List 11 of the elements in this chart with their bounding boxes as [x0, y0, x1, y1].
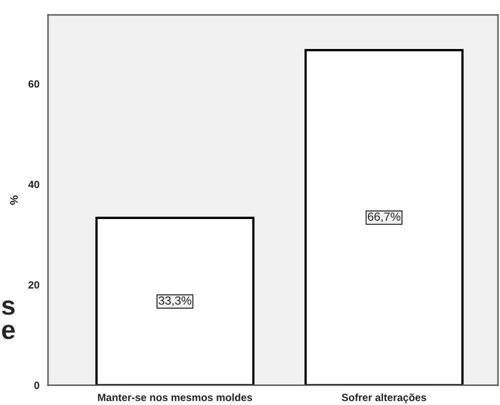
y-axis-title: %: [10, 195, 18, 205]
y-tick-label: 0: [34, 382, 40, 390]
text: s: [2, 300, 15, 315]
text: e: [2, 324, 15, 340]
data-label: 33,3%: [158, 296, 192, 306]
y-tick-label: 40: [28, 180, 40, 188]
y-tick-label: 20: [28, 281, 40, 289]
x-tick-label: Manter-se nos mesmos moldes: [98, 393, 252, 402]
x-tick-label: Sofrer alterações: [342, 393, 426, 404]
data-label: 66,7%: [368, 212, 400, 222]
y-tick-label: 60: [28, 80, 40, 88]
